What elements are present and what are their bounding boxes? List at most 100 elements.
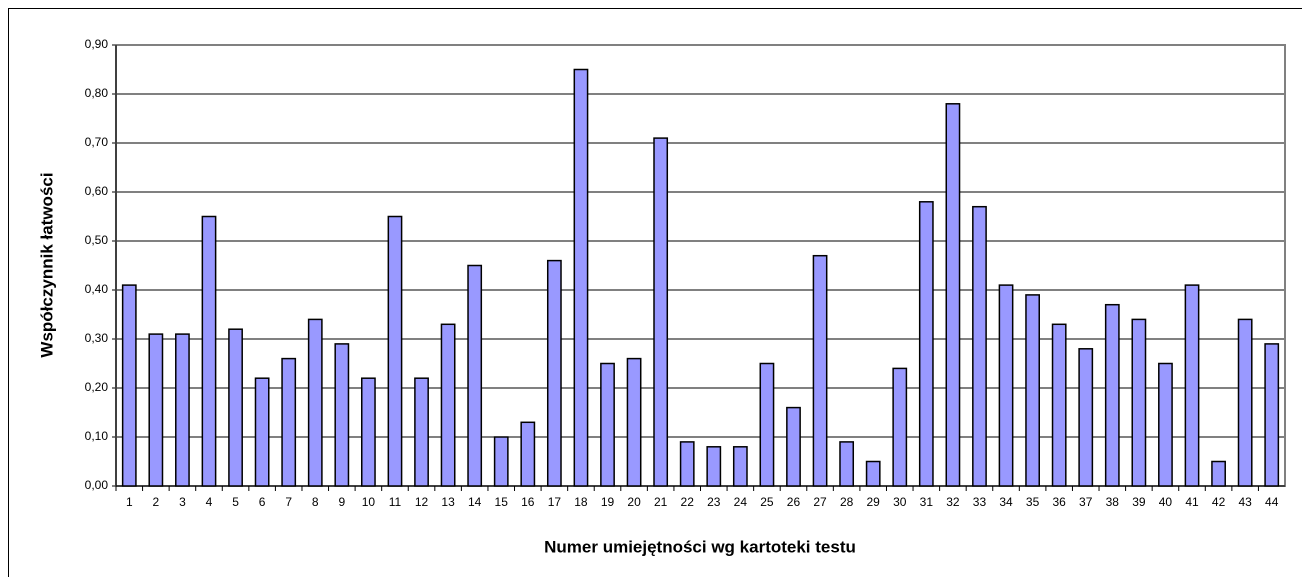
bar [387,215,403,487]
x-tick-label: 43 [1238,495,1252,509]
bar [839,441,855,487]
x-tick-label: 5 [232,495,239,509]
y-tick-label: 0,90 [85,37,109,51]
y-tick-label: 0,10 [85,429,109,443]
x-tick-label: 33 [973,495,987,509]
x-tick-label: 27 [813,495,827,509]
y-tick-label: 0,60 [85,184,109,198]
x-tick-label: 13 [441,495,455,509]
x-tick-label: 11 [389,495,402,509]
bar [626,357,642,487]
x-tick-label: 14 [468,495,482,509]
bar [201,215,217,487]
bar [467,264,483,487]
bar [175,333,190,487]
x-tick-label: 10 [362,495,376,509]
bar [281,357,297,487]
x-tick-label: 42 [1212,495,1226,509]
x-tick-label: 37 [1079,495,1093,509]
x-tick-label: 40 [1159,495,1173,509]
bar [972,205,987,487]
y-tick-label: 0,80 [85,86,109,100]
x-tick-label: 8 [312,495,319,509]
x-tick-label: 41 [1185,495,1199,509]
x-tick-label: 1 [126,495,133,509]
bar [334,343,350,487]
x-tick-label: 23 [707,495,721,509]
y-tick-label: 0,00 [85,478,109,492]
bar [1104,303,1120,487]
bar [1264,343,1280,487]
x-tick-label: 44 [1265,495,1279,509]
x-tick-label: 26 [787,495,801,509]
bar [865,460,881,487]
x-tick-label: 32 [946,495,960,509]
x-tick-label: 7 [285,495,292,509]
bar [812,254,828,487]
y-tick-label: 0,40 [85,282,109,296]
x-tick-label: 16 [521,495,535,509]
bar [361,377,376,487]
bar [440,323,456,487]
bar [493,436,509,487]
x-tick-label: 30 [893,495,907,509]
x-tick-label: 25 [760,495,774,509]
x-tick-label: 29 [867,495,881,509]
bar [1025,294,1040,487]
y-axis-title: Współczynnik łatwości [37,172,56,357]
bar [653,137,669,487]
bar [679,441,695,487]
bar [1131,318,1147,487]
bar [254,377,270,487]
x-tick-label: 6 [259,495,266,509]
x-tick-label: 15 [495,495,509,509]
x-tick-label: 24 [734,495,748,509]
bar [520,421,536,487]
bar [1211,460,1226,487]
bar [414,377,429,487]
bar [706,446,722,487]
bar [121,284,137,487]
bar [786,406,801,487]
x-tick-label: 28 [840,495,854,509]
bar [918,201,934,487]
bar [600,362,615,487]
bar [1051,323,1067,487]
bar [892,367,908,487]
bar [759,362,775,487]
bar [732,446,748,487]
bar [998,284,1014,487]
x-tick-label: 20 [627,495,641,509]
bar [945,103,961,487]
x-tick-label: 12 [415,495,429,509]
x-tick-label: 21 [654,495,668,509]
x-tick-label: 2 [153,495,160,509]
bar [148,333,164,487]
bar [573,68,589,487]
x-tick-label: 36 [1052,495,1066,509]
x-tick-label: 18 [574,495,588,509]
x-tick-label: 22 [681,495,695,509]
x-tick-label: 4 [206,495,213,509]
bar [307,318,323,487]
x-tick-label: 9 [338,495,345,509]
bar [1184,284,1200,487]
y-tick-label: 0,50 [85,233,109,247]
y-tick-label: 0,70 [85,135,109,149]
x-tick-label: 34 [999,495,1013,509]
x-axis-title: Numer umiejętności wg kartoteki testu [544,537,856,556]
bar [228,328,243,487]
x-tick-label: 19 [601,495,615,509]
y-tick-label: 0,20 [85,380,109,394]
x-tick-label: 39 [1132,495,1146,509]
bar [546,259,562,487]
bar [1158,362,1173,487]
y-tick-label: 0,30 [85,331,109,345]
bar [1078,348,1094,487]
bar [1237,318,1253,487]
x-tick-label: 31 [920,495,934,509]
x-tick-label: 17 [548,495,562,509]
x-tick-label: 3 [179,495,186,509]
x-tick-label: 35 [1026,495,1040,509]
